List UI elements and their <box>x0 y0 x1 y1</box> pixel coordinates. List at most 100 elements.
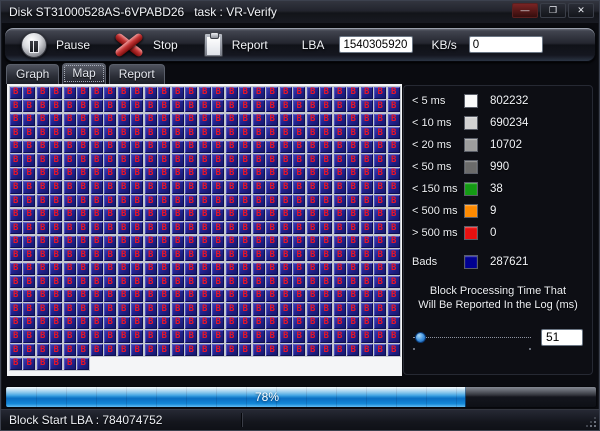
kbs-label: KB/s <box>431 37 457 52</box>
map-block: B <box>170 166 185 182</box>
map-block: B <box>8 342 23 358</box>
block-time-slider[interactable] <box>413 332 531 350</box>
maximize-button[interactable]: ❐ <box>540 3 566 18</box>
map-block: B <box>22 275 37 290</box>
minimize-button[interactable]: — <box>512 3 538 18</box>
map-block: B <box>8 207 23 222</box>
map-block: B <box>89 315 104 331</box>
map-block: B <box>224 126 239 141</box>
map-block: B <box>22 315 37 331</box>
map-block: B <box>8 275 23 290</box>
map-block: B <box>359 139 374 154</box>
map-block: B <box>157 342 172 358</box>
map-block: B <box>211 126 226 141</box>
map-block: B <box>305 261 320 276</box>
map-block: B <box>184 112 199 127</box>
map-block: B <box>238 166 253 182</box>
map-block: B <box>157 234 172 249</box>
map-block: B <box>305 99 320 114</box>
map-block: B <box>224 329 239 344</box>
map-block: B <box>35 275 50 290</box>
map-block: B <box>292 207 307 222</box>
map-block: B <box>211 112 226 127</box>
map-block: B <box>62 329 77 344</box>
map-block: B <box>35 221 50 236</box>
pause-button[interactable]: Pause <box>21 31 90 58</box>
close-button[interactable]: ✕ <box>568 3 594 18</box>
map-block: B <box>49 315 64 331</box>
map-block: B <box>170 193 185 209</box>
map-block: B <box>305 288 320 303</box>
map-block: B <box>35 207 50 222</box>
map-block: B <box>305 180 320 195</box>
map-block: B <box>238 139 253 154</box>
map-block: B <box>305 275 320 290</box>
map-block: B <box>170 261 185 276</box>
map-block: B <box>89 342 104 358</box>
map-block: B <box>184 248 199 263</box>
map-block: B <box>35 99 50 114</box>
map-block: B <box>116 275 131 290</box>
map-block: B <box>49 356 64 371</box>
map-block: B <box>143 248 158 263</box>
map-block: B <box>157 288 172 303</box>
map-block: B <box>359 329 374 344</box>
map-block: B <box>116 329 131 344</box>
map-block: B <box>89 221 104 236</box>
map-block: B <box>386 234 401 249</box>
map-block: B <box>76 99 91 114</box>
map-block: B <box>238 180 253 195</box>
map-block: B <box>157 275 172 290</box>
map-block: B <box>62 126 77 141</box>
map-block: B <box>76 288 91 303</box>
map-block: B <box>170 275 185 290</box>
block-time-input[interactable] <box>541 328 583 346</box>
map-block: B <box>8 139 23 154</box>
map-block: B <box>292 234 307 249</box>
stop-button[interactable]: Stop <box>114 31 178 59</box>
map-block: B <box>197 275 212 290</box>
map-block: B <box>143 99 158 114</box>
map-block: B <box>103 166 118 182</box>
tab-map[interactable]: Map <box>62 63 106 84</box>
map-block: B <box>251 139 266 154</box>
map-block: B <box>238 315 253 331</box>
map-block: B <box>184 85 199 100</box>
map-block: B <box>292 112 307 127</box>
map-block: B <box>116 234 131 249</box>
map-block: B <box>8 85 23 100</box>
map-block: B <box>130 139 145 154</box>
tab-report[interactable]: Report <box>108 64 165 84</box>
legend-label: < 20 ms <box>412 139 452 151</box>
map-block: B <box>211 329 226 344</box>
map-block: B <box>170 248 185 263</box>
map-block: B <box>157 207 172 222</box>
slider-thumb[interactable] <box>415 332 426 343</box>
legend-row: < 500 ms 9 <box>404 200 592 222</box>
map-block: B <box>211 248 226 263</box>
kbs-input[interactable] <box>468 36 543 53</box>
map-block: B <box>184 302 199 317</box>
map-block: B <box>211 99 226 114</box>
map-block: B <box>157 85 172 100</box>
resize-grip-icon[interactable] <box>594 425 596 427</box>
lba-input[interactable] <box>339 36 414 53</box>
map-block: B <box>62 112 77 127</box>
map-block: B <box>116 288 131 303</box>
map-block: B <box>22 112 37 127</box>
map-block: B <box>62 234 77 249</box>
map-block: B <box>305 329 320 344</box>
window-controls: — ❐ ✕ <box>512 3 594 18</box>
report-button[interactable]: Report <box>203 31 268 57</box>
map-block: B <box>22 302 37 317</box>
map-block: B <box>157 139 172 154</box>
tab-graph[interactable]: Graph <box>6 64 60 84</box>
status-bar: Block Start LBA : 784074752 <box>1 409 599 430</box>
map-block: B <box>35 248 50 263</box>
map-block: B <box>184 126 199 141</box>
map-block: B <box>130 342 145 358</box>
map-block: B <box>170 342 185 358</box>
map-block: B <box>76 207 91 222</box>
map-block: B <box>49 166 64 182</box>
